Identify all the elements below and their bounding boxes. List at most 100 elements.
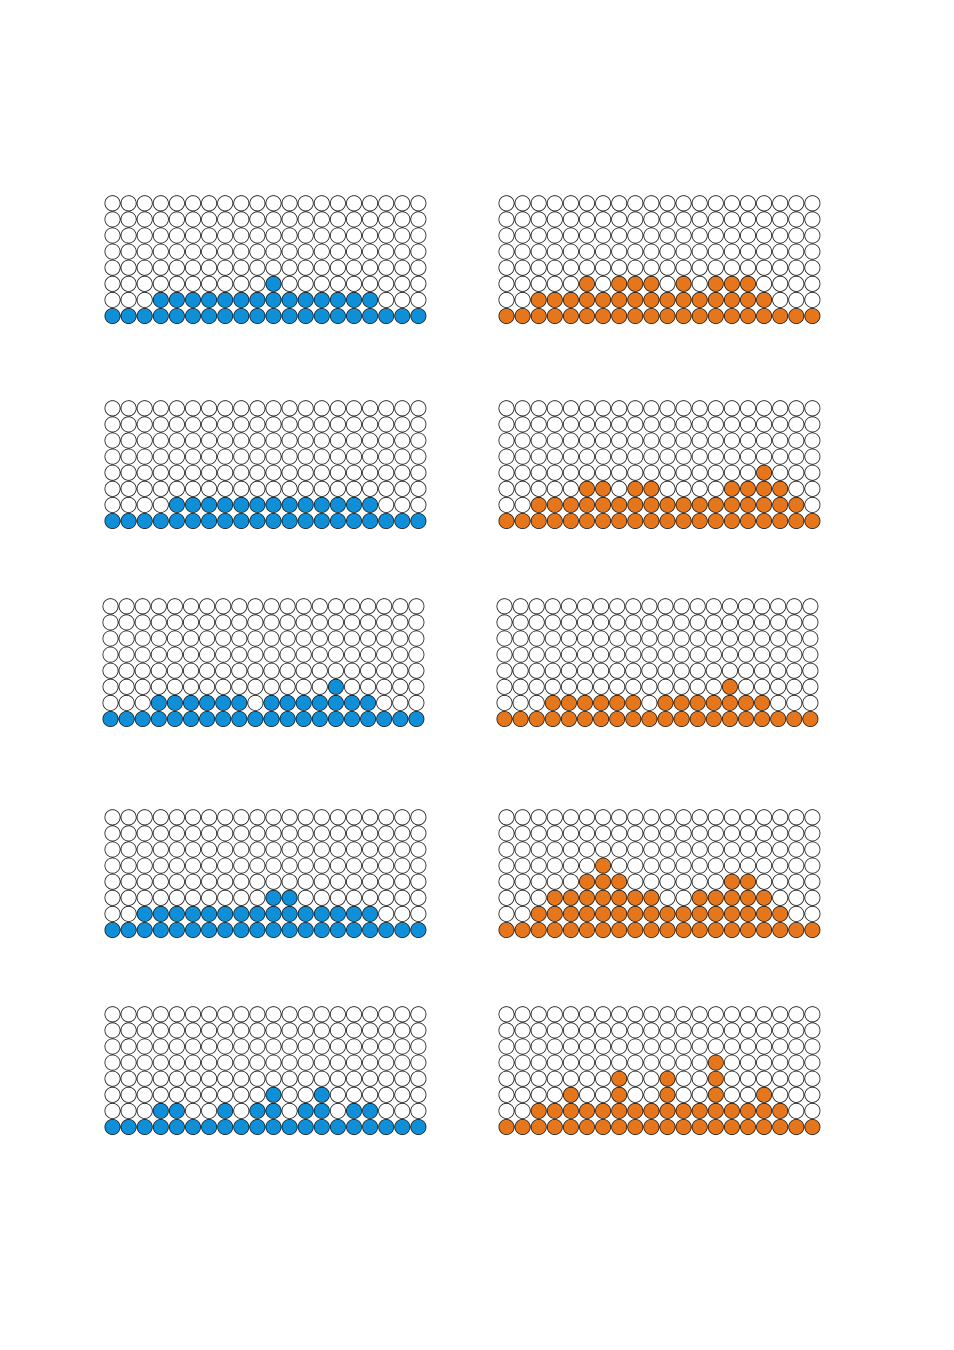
empty-dot xyxy=(410,448,427,465)
filled-dot xyxy=(627,922,644,939)
empty-dot xyxy=(166,598,183,615)
empty-dot xyxy=(788,227,805,244)
empty-dot xyxy=(514,1070,531,1087)
empty-dot xyxy=(530,227,547,244)
empty-dot xyxy=(376,630,393,647)
filled-dot xyxy=(643,1119,660,1136)
empty-dot xyxy=(184,243,201,260)
filled-dot xyxy=(705,694,722,711)
empty-dot xyxy=(691,1022,708,1039)
empty-dot xyxy=(201,227,218,244)
empty-dot xyxy=(659,432,676,449)
empty-dot xyxy=(120,227,137,244)
filled-dot xyxy=(595,1102,612,1119)
filled-dot xyxy=(625,694,642,711)
empty-dot xyxy=(577,662,594,679)
filled-dot xyxy=(544,694,561,711)
empty-dot xyxy=(297,195,314,212)
filled-dot xyxy=(279,711,296,728)
empty-dot xyxy=(410,275,427,292)
empty-dot xyxy=(184,400,201,417)
empty-dot xyxy=(643,1022,660,1039)
filled-dot xyxy=(691,291,708,308)
filled-dot xyxy=(738,694,755,711)
empty-dot xyxy=(754,646,771,663)
empty-dot xyxy=(643,227,660,244)
empty-dot xyxy=(756,227,773,244)
empty-dot xyxy=(394,227,411,244)
empty-dot xyxy=(297,432,314,449)
empty-dot xyxy=(788,211,805,228)
empty-dot xyxy=(611,1054,628,1071)
empty-dot xyxy=(217,1070,234,1087)
empty-dot xyxy=(281,825,298,842)
filled-dot xyxy=(756,905,773,922)
empty-dot xyxy=(343,646,360,663)
empty-dot xyxy=(265,825,282,842)
empty-dot xyxy=(673,630,690,647)
empty-dot xyxy=(199,630,216,647)
empty-dot xyxy=(345,259,362,276)
empty-dot xyxy=(530,809,547,826)
empty-dot xyxy=(643,195,660,212)
empty-dot xyxy=(295,630,312,647)
empty-dot xyxy=(544,630,561,647)
empty-dot xyxy=(233,1102,250,1119)
empty-dot xyxy=(514,195,531,212)
filled-dot xyxy=(740,889,757,906)
empty-dot xyxy=(659,448,676,465)
empty-dot xyxy=(609,646,626,663)
empty-dot xyxy=(659,243,676,260)
empty-dot xyxy=(707,259,724,276)
empty-dot xyxy=(378,905,395,922)
empty-dot xyxy=(514,1038,531,1055)
dot-plot-panel-7 xyxy=(104,809,427,939)
empty-dot xyxy=(362,432,379,449)
filled-dot xyxy=(723,291,740,308)
filled-dot xyxy=(136,922,153,939)
empty-dot xyxy=(199,598,216,615)
empty-dot xyxy=(609,662,626,679)
empty-dot xyxy=(546,1006,563,1023)
empty-dot xyxy=(691,1006,708,1023)
empty-dot xyxy=(281,243,298,260)
empty-dot xyxy=(410,195,427,212)
empty-dot xyxy=(788,259,805,276)
empty-dot xyxy=(707,243,724,260)
empty-dot xyxy=(705,678,722,695)
empty-dot xyxy=(723,243,740,260)
empty-dot xyxy=(788,825,805,842)
empty-dot xyxy=(231,630,248,647)
empty-dot xyxy=(707,432,724,449)
filled-dot xyxy=(659,291,676,308)
empty-dot xyxy=(772,1086,789,1103)
filled-dot xyxy=(740,513,757,530)
filled-dot xyxy=(611,291,628,308)
empty-dot xyxy=(641,694,658,711)
empty-dot xyxy=(788,809,805,826)
filled-dot xyxy=(514,513,531,530)
empty-dot xyxy=(199,646,216,663)
empty-dot xyxy=(345,275,362,292)
empty-dot xyxy=(201,809,218,826)
empty-dot xyxy=(802,694,819,711)
empty-dot xyxy=(378,480,395,497)
empty-dot xyxy=(201,464,218,481)
filled-dot xyxy=(104,922,121,939)
filled-dot xyxy=(512,711,529,728)
empty-dot xyxy=(136,448,153,465)
empty-dot xyxy=(313,195,330,212)
empty-dot xyxy=(740,1086,757,1103)
filled-dot xyxy=(362,496,379,513)
empty-dot xyxy=(579,448,596,465)
filled-dot xyxy=(233,291,250,308)
empty-dot xyxy=(120,1054,137,1071)
empty-dot xyxy=(362,1086,379,1103)
filled-dot xyxy=(136,307,153,324)
empty-dot xyxy=(201,1022,218,1039)
empty-dot xyxy=(627,873,644,890)
filled-dot xyxy=(579,291,596,308)
dot-plot-panel-3 xyxy=(104,400,427,530)
filled-dot xyxy=(723,889,740,906)
filled-dot xyxy=(756,513,773,530)
